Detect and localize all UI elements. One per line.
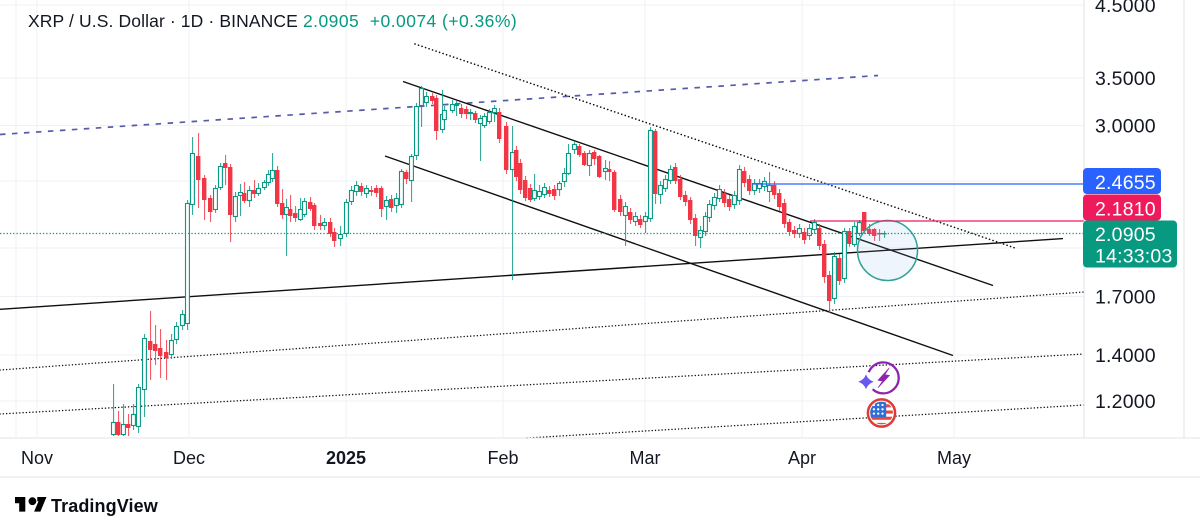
svg-text:Nov: Nov bbox=[21, 448, 53, 468]
svg-text:1.4000: 1.4000 bbox=[1095, 345, 1156, 367]
svg-text:May: May bbox=[937, 448, 971, 468]
svg-text:2025: 2025 bbox=[326, 448, 366, 468]
svg-text:Feb: Feb bbox=[487, 448, 518, 468]
svg-text:14:33:03: 14:33:03 bbox=[1095, 246, 1173, 268]
svg-text:2.0905: 2.0905 bbox=[1095, 224, 1156, 246]
svg-text:Apr: Apr bbox=[788, 448, 816, 468]
svg-text:3.5000: 3.5000 bbox=[1095, 68, 1156, 90]
svg-text:TradingView: TradingView bbox=[51, 496, 159, 516]
svg-text:3.0000: 3.0000 bbox=[1095, 116, 1156, 138]
svg-text:Mar: Mar bbox=[630, 448, 661, 468]
svg-text:2.1810: 2.1810 bbox=[1095, 199, 1156, 221]
svg-text:1.7000: 1.7000 bbox=[1095, 287, 1156, 309]
svg-text:Dec: Dec bbox=[173, 448, 205, 468]
svg-text:2.0905 +0.0074 (+0.36%): 2.0905 +0.0074 (+0.36%) bbox=[303, 11, 517, 31]
svg-text:2.4655: 2.4655 bbox=[1095, 172, 1156, 194]
svg-text:4.5000: 4.5000 bbox=[1095, 0, 1156, 17]
svg-text:XRP / U.S. Dollar · 1D · BINAN: XRP / U.S. Dollar · 1D · BINANCE bbox=[28, 11, 298, 31]
svg-text:1.2000: 1.2000 bbox=[1095, 391, 1156, 413]
